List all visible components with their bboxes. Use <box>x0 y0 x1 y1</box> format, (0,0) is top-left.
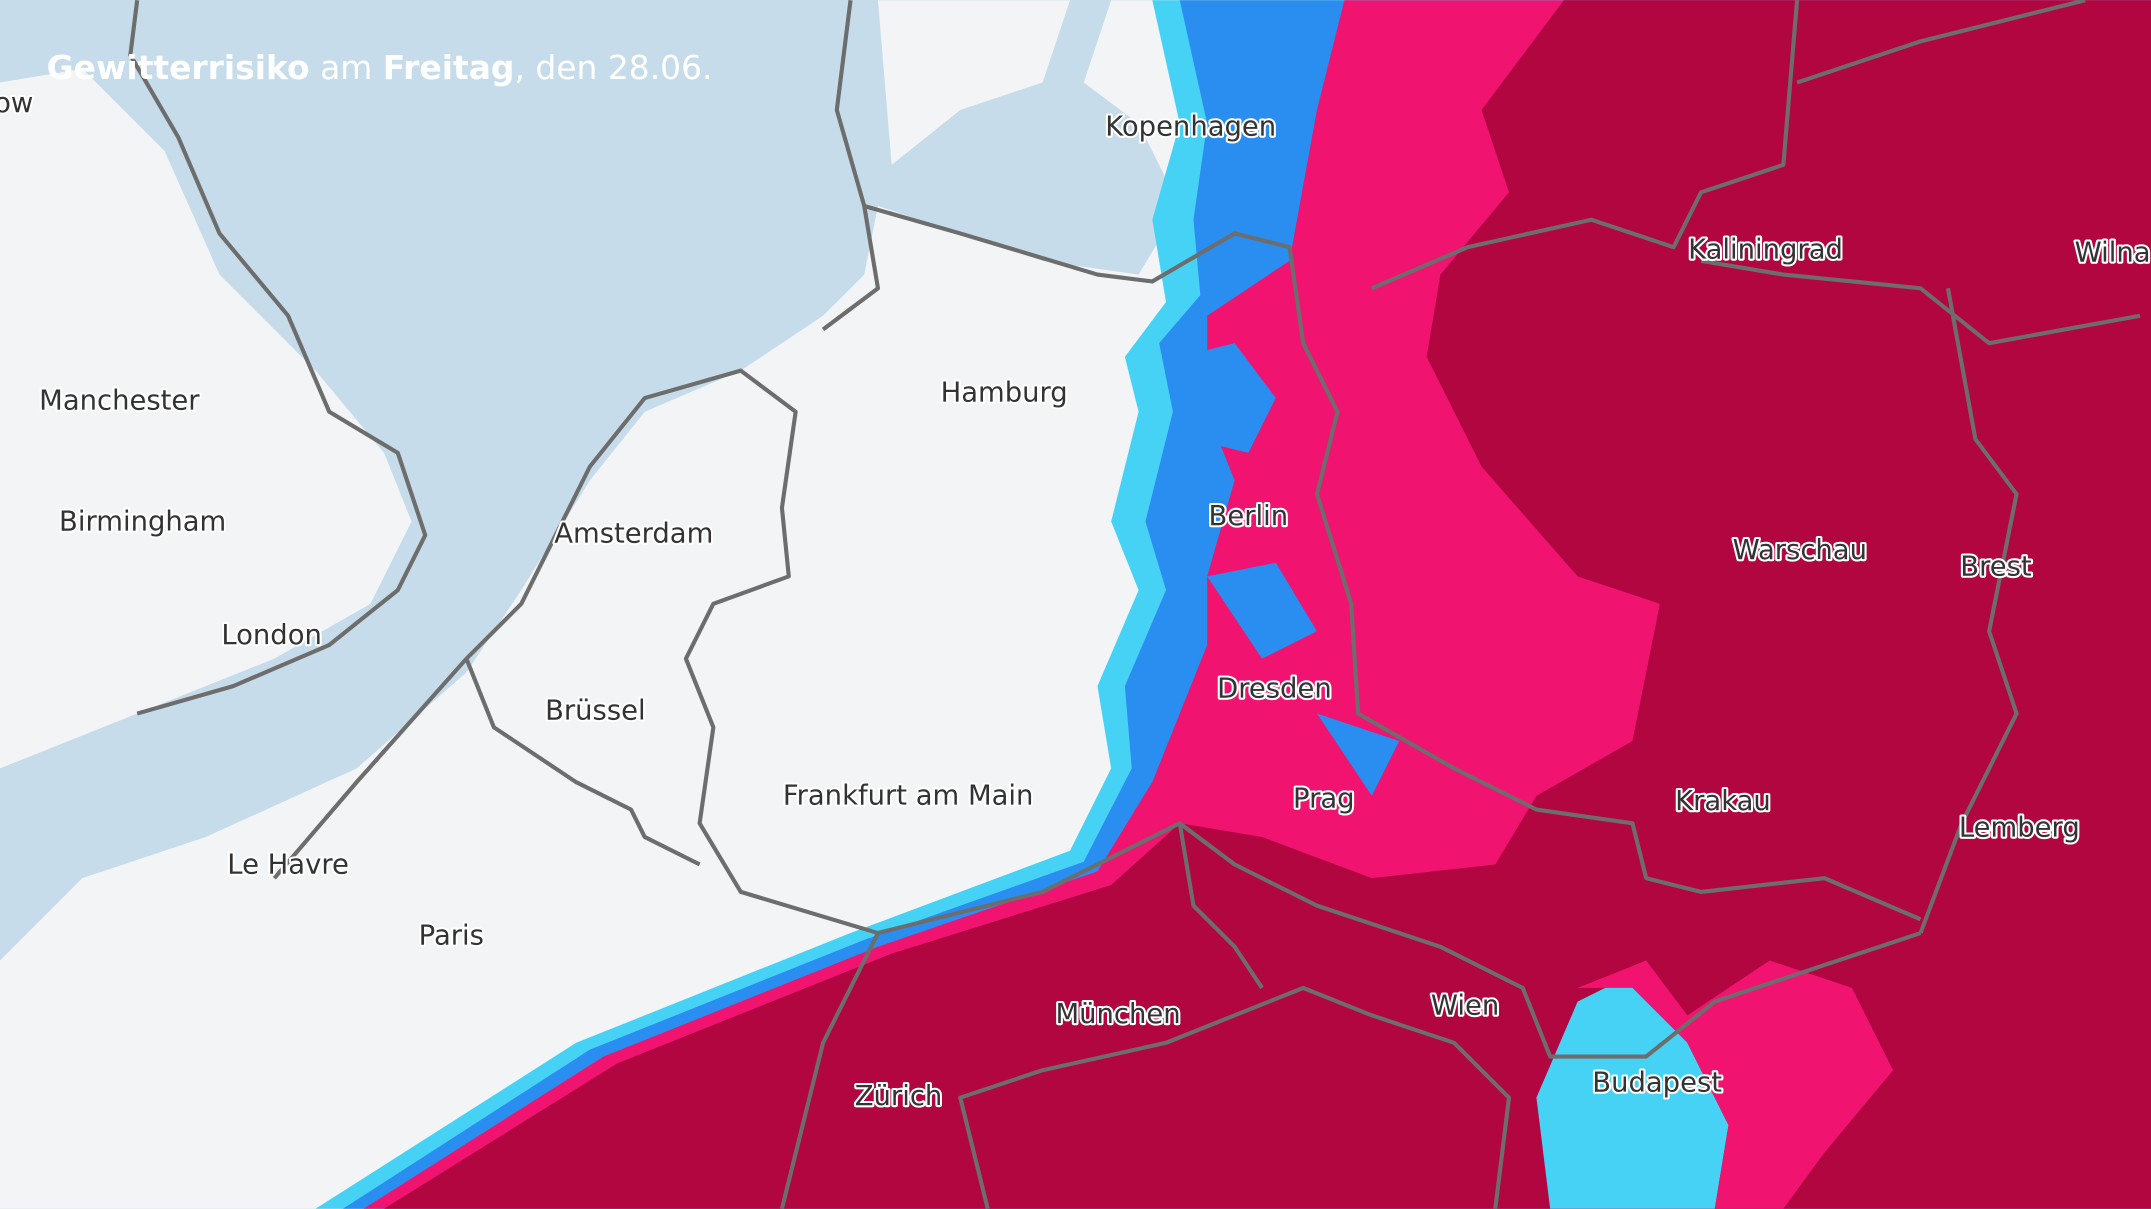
city-label: Amsterdam <box>554 519 713 550</box>
city-label: Paris <box>419 921 484 952</box>
city-label: Wilna <box>2075 238 2151 269</box>
land-uk <box>0 68 412 769</box>
city-label: ow <box>0 88 33 119</box>
risk-moderate-cells <box>1179 343 1400 796</box>
city-label: Zürich <box>855 1081 943 1112</box>
borders-alps <box>958 822 1512 1209</box>
city-label: Brüssel <box>545 696 646 727</box>
city-label: Manchester <box>39 386 200 417</box>
city-label: Berlin <box>1209 501 1289 532</box>
city-label: Krakau <box>1675 786 1771 817</box>
city-label: Kaliningrad <box>1688 235 1843 266</box>
title-part: Gewitterrisiko <box>47 47 310 86</box>
city-label: Dresden <box>1217 674 1332 705</box>
city-label: Wien <box>1431 991 1499 1022</box>
borders-south <box>464 657 1922 1059</box>
risk-low-hungary <box>1536 974 1729 1209</box>
title-part: am <box>310 47 383 86</box>
city-label: Warschau <box>1733 535 1867 566</box>
city-label: Le Havre <box>227 849 349 880</box>
city-label: Lemberg <box>1959 812 2080 843</box>
city-label: Brest <box>1960 552 2032 583</box>
title: Gewitterrisiko am Freitag, den 28.06. <box>47 47 713 86</box>
borders-west <box>272 368 881 1209</box>
land-scandinavia <box>877 0 1071 165</box>
coast-uk <box>128 0 428 716</box>
risk-high-hungary <box>1577 960 1894 1209</box>
borders-central <box>821 0 1922 922</box>
city-label: Frankfurt am Main <box>783 781 1034 812</box>
city-label: Budapest <box>1592 1067 1722 1098</box>
title-part: Freitag <box>383 47 515 86</box>
title-part: , den 28.06. <box>514 47 712 86</box>
city-label: München <box>1055 999 1180 1030</box>
city-label: Prag <box>1293 783 1355 814</box>
city-label: Hamburg <box>941 377 1068 408</box>
city-label: Birmingham <box>59 506 226 537</box>
borders-east <box>1371 0 2141 934</box>
city-label: Kopenhagen <box>1105 111 1276 142</box>
city-label: London <box>221 620 322 651</box>
risk-very-high <box>384 0 2151 1209</box>
